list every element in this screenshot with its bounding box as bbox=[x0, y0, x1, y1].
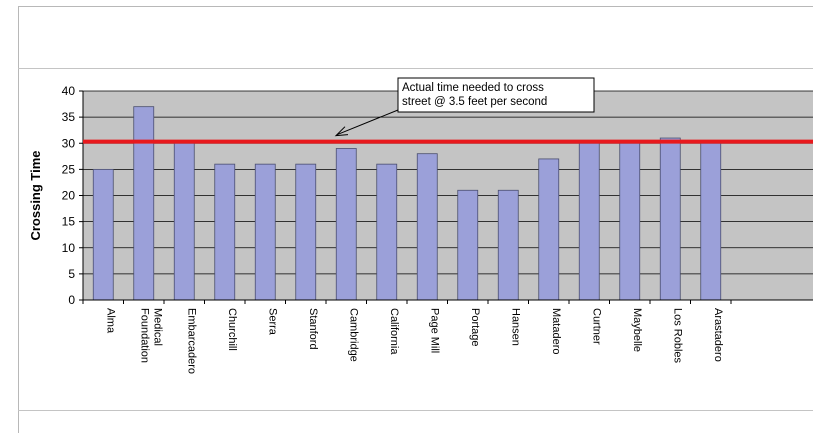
bar bbox=[295, 163, 317, 301]
annotation-text: Actual time needed to cross bbox=[402, 82, 544, 94]
bar bbox=[700, 142, 722, 301]
y-tick-label: 30 bbox=[62, 136, 76, 150]
bar bbox=[254, 163, 276, 301]
bar bbox=[578, 142, 600, 301]
bar bbox=[457, 189, 479, 301]
x-tick-label: Serra bbox=[266, 308, 278, 336]
x-tick-label: Hansen bbox=[509, 308, 521, 346]
x-tick-label: Los Robles bbox=[671, 308, 683, 364]
reference-line-group: Actual time needed to cross street @ 3.5 … bbox=[83, 77, 813, 144]
x-tick-label: Curtner bbox=[590, 308, 602, 345]
x-tick-label: Portage bbox=[469, 308, 481, 347]
bar bbox=[538, 158, 560, 301]
y-tick-label: 5 bbox=[68, 267, 75, 281]
y-tick-label: 20 bbox=[62, 189, 76, 203]
annotation-box bbox=[397, 77, 595, 113]
x-tick-label: Churchill bbox=[226, 308, 238, 351]
x-tick-label: Embarcadero bbox=[185, 308, 197, 374]
chart-frame-top-border bbox=[18, 6, 813, 7]
x-tick-label: Stanford bbox=[307, 308, 319, 350]
bar bbox=[173, 142, 195, 301]
chart-frame-left-border bbox=[18, 6, 19, 433]
annotation-arrow bbox=[336, 109, 399, 136]
x-tick-label: Arastadero bbox=[712, 308, 724, 362]
y-tick-label: 40 bbox=[62, 84, 76, 98]
bar bbox=[416, 153, 438, 301]
x-tick-label: Alma bbox=[104, 308, 116, 334]
x-tick-label: Page Mill bbox=[428, 308, 440, 353]
y-tick-label: 10 bbox=[62, 241, 76, 255]
y-tick-label: 0 bbox=[68, 293, 75, 307]
y-tick-label: 25 bbox=[62, 162, 76, 176]
bar bbox=[619, 142, 641, 301]
annotation-arrowhead bbox=[334, 126, 349, 137]
y-tick-label: 35 bbox=[62, 110, 76, 124]
x-tick-label: Matadero bbox=[550, 308, 562, 354]
x-tick-label: Medical bbox=[151, 308, 163, 346]
x-tick-label: Maybelle bbox=[631, 308, 643, 352]
bar bbox=[659, 137, 681, 301]
annotation-text: street @ 3.5 feet per second bbox=[402, 96, 547, 108]
x-tick-label: Foundation bbox=[138, 308, 150, 363]
bar bbox=[335, 148, 357, 301]
y-tick-label: 15 bbox=[62, 215, 76, 229]
x-tick-label: Cambridge bbox=[347, 308, 359, 362]
bars bbox=[92, 106, 722, 301]
bar bbox=[214, 163, 236, 301]
bar bbox=[376, 163, 398, 301]
y-axis-label: Crossing Time bbox=[28, 150, 43, 240]
bar bbox=[133, 106, 155, 301]
x-tick-label: California bbox=[388, 308, 400, 355]
bar bbox=[497, 189, 519, 301]
bar bbox=[92, 168, 114, 301]
y-axis: 0 5 10 15 20 25 30 35 40 bbox=[62, 84, 84, 307]
title-area-divider bbox=[18, 68, 813, 69]
footer-area-divider bbox=[18, 410, 813, 411]
